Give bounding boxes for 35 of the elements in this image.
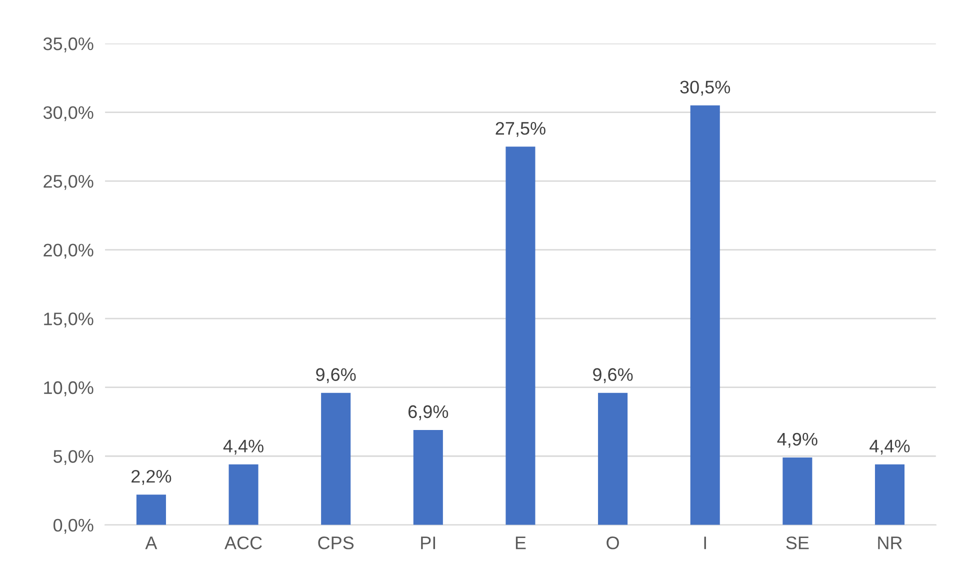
data-label: 9,6% bbox=[593, 368, 633, 384]
data-label: 9,6% bbox=[316, 368, 356, 384]
x-tick-label: O bbox=[606, 536, 619, 550]
y-tick-label: 35,0% bbox=[43, 37, 94, 52]
bar bbox=[228, 464, 258, 525]
x-tick-label: I bbox=[704, 536, 706, 550]
data-label: 4,4% bbox=[870, 440, 910, 455]
y-tick-label: 10,0% bbox=[44, 381, 94, 396]
data-label: 2,2% bbox=[132, 470, 172, 485]
data-label: 4,9% bbox=[777, 432, 818, 448]
x-tick-label: ACC bbox=[224, 536, 262, 550]
x-tick-label: SE bbox=[786, 536, 809, 550]
bar bbox=[690, 105, 720, 525]
x-tick-label: PI bbox=[421, 536, 436, 550]
bar bbox=[506, 146, 536, 525]
bar bbox=[321, 392, 351, 525]
y-tick-label: 15,0% bbox=[44, 312, 94, 328]
data-label: 6,9% bbox=[408, 405, 448, 420]
x-tick-label: E bbox=[516, 536, 526, 550]
x-tick-label: A bbox=[145, 536, 158, 550]
y-tick-label: 30,0% bbox=[43, 106, 94, 122]
bar bbox=[598, 392, 628, 525]
data-label: 4,4% bbox=[223, 440, 264, 455]
bar bbox=[136, 494, 166, 525]
bar bbox=[413, 430, 443, 525]
bar bbox=[782, 458, 812, 525]
y-tick-label: 25,0% bbox=[44, 174, 94, 190]
y-tick-label: 20,0% bbox=[44, 244, 94, 259]
bar bbox=[874, 464, 905, 525]
data-label: 30,5% bbox=[680, 80, 730, 96]
y-tick-label: 5,0% bbox=[54, 450, 94, 465]
y-tick-label: 0,0% bbox=[53, 518, 94, 534]
x-tick-label: CPS bbox=[318, 536, 354, 550]
data-label: 27,5% bbox=[496, 122, 546, 137]
x-tick-label: NR bbox=[878, 536, 902, 550]
